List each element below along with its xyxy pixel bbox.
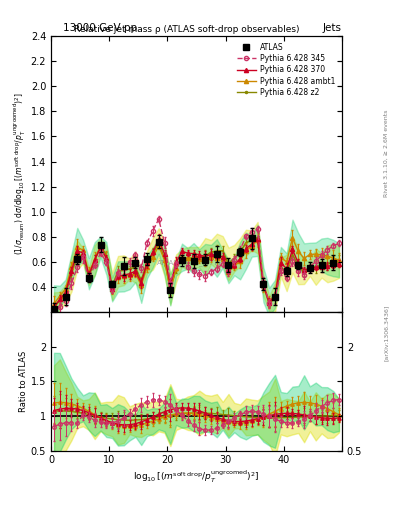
Y-axis label: Ratio to ATLAS: Ratio to ATLAS	[19, 351, 28, 412]
X-axis label: $\log_{10}[(m^\mathrm{soft\ drop}/p_T^\mathrm{ungroomed})^2]$: $\log_{10}[(m^\mathrm{soft\ drop}/p_T^\m…	[133, 468, 260, 484]
Legend: ATLAS, Pythia 6.428 345, Pythia 6.428 370, Pythia 6.428 ambt1, Pythia 6.428 z2: ATLAS, Pythia 6.428 345, Pythia 6.428 37…	[234, 39, 338, 100]
Text: [arXiv:1306.3436]: [arXiv:1306.3436]	[384, 305, 389, 361]
Text: 13000 GeV pp: 13000 GeV pp	[63, 23, 137, 33]
Text: Rivet 3.1.10, ≥ 2.6M events: Rivet 3.1.10, ≥ 2.6M events	[384, 110, 389, 197]
Text: Jets: Jets	[323, 23, 342, 33]
Text: ATLAS_2019_I1772062: ATLAS_2019_I1772062	[157, 259, 236, 266]
Text: Relative jet mass ρ (ATLAS soft-drop observables): Relative jet mass ρ (ATLAS soft-drop obs…	[74, 25, 300, 34]
Y-axis label: $(1/\sigma_\mathrm{resum})\ \mathrm{d}\sigma/\mathrm{d}\log_{10}[(m^\mathrm{soft: $(1/\sigma_\mathrm{resum})\ \mathrm{d}\s…	[12, 93, 28, 255]
